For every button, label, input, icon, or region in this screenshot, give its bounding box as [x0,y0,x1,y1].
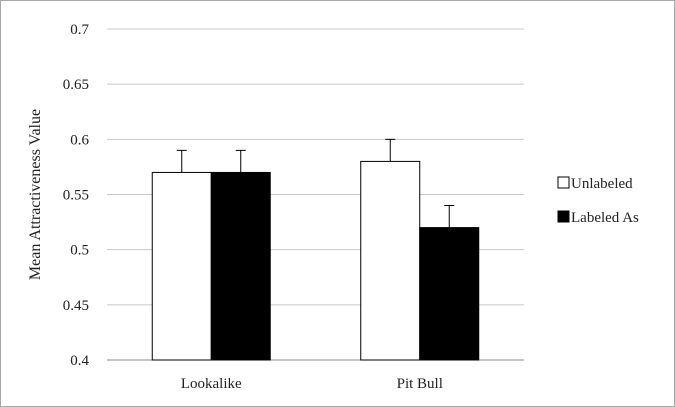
bar-unlabeled [360,160,421,361]
y-tick-label: 0.7 [70,22,89,38]
legend-label: Unlabeled [571,176,633,192]
y-tick-label: 0.55 [63,188,89,204]
y-axis-label: Mean Attractiveness Value [27,109,44,280]
bars [151,160,480,361]
bar-labeled-as [210,171,271,361]
legend-label: Labeled As [571,210,639,226]
bar-unlabeled [151,171,212,361]
x-axis-category-labels: Lookalike Pit Bull [181,376,443,392]
bar-labeled-as [419,227,480,361]
y-tick-label: 0.45 [63,298,89,314]
y-tick-label: 0.65 [63,77,89,93]
y-tick-label: 0.5 [70,243,89,259]
y-tick-label: 0.4 [70,353,89,369]
error-bars [176,138,455,228]
y-axis-tick-labels: 0.4 0.45 0.5 0.55 0.6 0.65 0.7 [63,22,90,369]
legend-swatch [557,210,570,223]
x-category-label: Lookalike [181,376,242,392]
legend: Unlabeled Labeled As [557,176,639,226]
x-category-label: Pit Bull [397,376,443,392]
legend-swatch [557,176,570,189]
y-tick-label: 0.6 [70,132,89,148]
